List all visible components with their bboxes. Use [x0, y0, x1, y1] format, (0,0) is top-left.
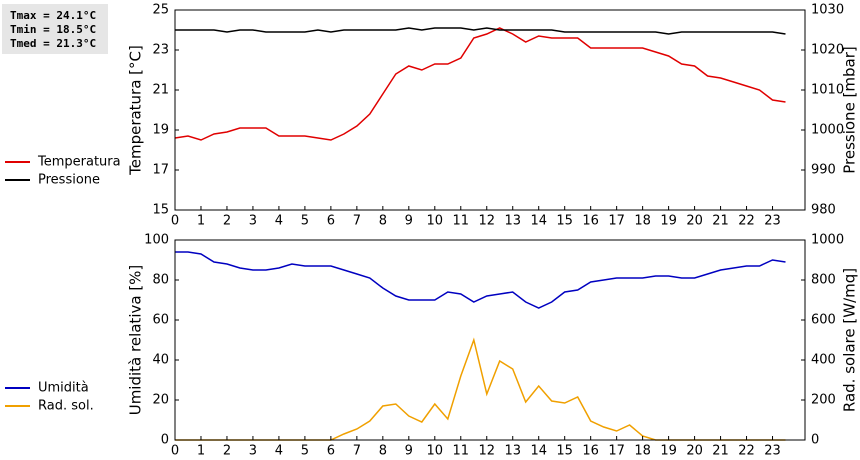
y-tick-label: 40: [152, 353, 169, 368]
x-tick-label: 0: [171, 214, 179, 229]
x-tick-label: 3: [249, 444, 257, 459]
x-tick-label: 2: [223, 444, 231, 459]
y-tick-label: 25: [152, 3, 169, 18]
stat-tmed: Tmed = 21.3°C: [10, 37, 96, 50]
y-tick-label: 21: [152, 83, 169, 98]
legend-label: Umidità: [38, 381, 89, 396]
series-line: [175, 27, 786, 35]
y2-tick-label: 200: [811, 393, 836, 408]
x-tick-label: 16: [582, 214, 599, 229]
y-tick-label: 17: [152, 163, 169, 178]
y-axis-title: Temperatura [°C]: [127, 45, 145, 176]
x-tick-label: 10: [427, 214, 444, 229]
y-tick-label: 100: [144, 233, 169, 248]
y2-tick-label: 1020: [811, 43, 844, 58]
x-tick-label: 23: [764, 444, 781, 459]
x-tick-label: 16: [582, 444, 599, 459]
y2-axis-title: Pressione [mbar]: [841, 46, 859, 174]
legend-label: Temperatura: [37, 155, 121, 170]
x-tick-label: 15: [556, 214, 573, 229]
legend-label: Pressione: [38, 173, 100, 188]
x-tick-label: 7: [353, 214, 361, 229]
x-tick-label: 22: [738, 444, 755, 459]
x-tick-label: 13: [504, 214, 521, 229]
y2-tick-label: 1030: [811, 3, 844, 18]
y-tick-label: 80: [152, 273, 169, 288]
x-tick-label: 11: [452, 444, 469, 459]
x-tick-label: 1: [197, 444, 205, 459]
x-tick-label: 9: [405, 444, 413, 459]
x-tick-label: 23: [764, 214, 781, 229]
x-tick-label: 12: [478, 444, 495, 459]
y2-axis-title: Rad. solare [W/mq]: [841, 268, 859, 412]
x-tick-label: 21: [712, 444, 729, 459]
x-tick-label: 13: [504, 444, 521, 459]
y-tick-label: 19: [152, 123, 169, 138]
x-tick-label: 21: [712, 214, 729, 229]
x-tick-label: 3: [249, 214, 257, 229]
plot-frame: [174, 239, 806, 441]
y-tick-label: 0: [161, 433, 169, 448]
x-tick-label: 14: [530, 444, 547, 459]
x-tick-label: 9: [405, 214, 413, 229]
y2-tick-label: 0: [811, 433, 819, 448]
x-tick-label: 6: [327, 444, 335, 459]
x-tick-label: 11: [452, 214, 469, 229]
y-axis-title: Umidità relativa [%]: [127, 265, 145, 416]
x-tick-label: 22: [738, 214, 755, 229]
x-tick-label: 0: [171, 444, 179, 459]
series-line: [175, 251, 786, 309]
x-tick-label: 18: [634, 214, 651, 229]
x-tick-label: 5: [301, 444, 309, 459]
x-tick-label: 20: [686, 214, 703, 229]
y-tick-label: 20: [152, 393, 169, 408]
stat-tmax: Tmax = 24.1°C: [10, 9, 96, 22]
x-tick-label: 15: [556, 444, 573, 459]
y2-tick-label: 980: [811, 203, 836, 218]
y-tick-label: 15: [152, 203, 169, 218]
x-tick-label: 1: [197, 214, 205, 229]
x-tick-label: 19: [660, 214, 677, 229]
x-tick-label: 10: [427, 444, 444, 459]
y2-tick-label: 400: [811, 353, 836, 368]
y2-tick-label: 990: [811, 163, 836, 178]
y2-tick-label: 1010: [811, 83, 844, 98]
y-tick-label: 60: [152, 313, 169, 328]
x-tick-label: 17: [608, 444, 625, 459]
x-tick-label: 19: [660, 444, 677, 459]
x-tick-label: 4: [275, 444, 283, 459]
plot-frame: [174, 9, 806, 211]
x-tick-label: 7: [353, 444, 361, 459]
y2-tick-label: 600: [811, 313, 836, 328]
legend-label: Rad. sol.: [38, 399, 94, 414]
x-tick-label: 5: [301, 214, 309, 229]
y-tick-label: 23: [152, 43, 169, 58]
x-tick-label: 14: [530, 214, 547, 229]
x-tick-label: 18: [634, 444, 651, 459]
x-tick-label: 4: [275, 214, 283, 229]
stat-tmin: Tmin = 18.5°C: [10, 23, 96, 36]
series-line: [175, 337, 786, 441]
series-line: [174, 27, 786, 141]
x-tick-label: 12: [478, 214, 495, 229]
x-tick-label: 8: [379, 444, 387, 459]
x-tick-label: 20: [686, 444, 703, 459]
y2-tick-label: 1000: [811, 233, 844, 248]
y2-tick-label: 1000: [811, 123, 844, 138]
y2-tick-label: 800: [811, 273, 836, 288]
x-tick-label: 2: [223, 214, 231, 229]
stats-box: [2, 4, 108, 54]
x-tick-label: 17: [608, 214, 625, 229]
x-tick-label: 6: [327, 214, 335, 229]
x-tick-label: 8: [379, 214, 387, 229]
